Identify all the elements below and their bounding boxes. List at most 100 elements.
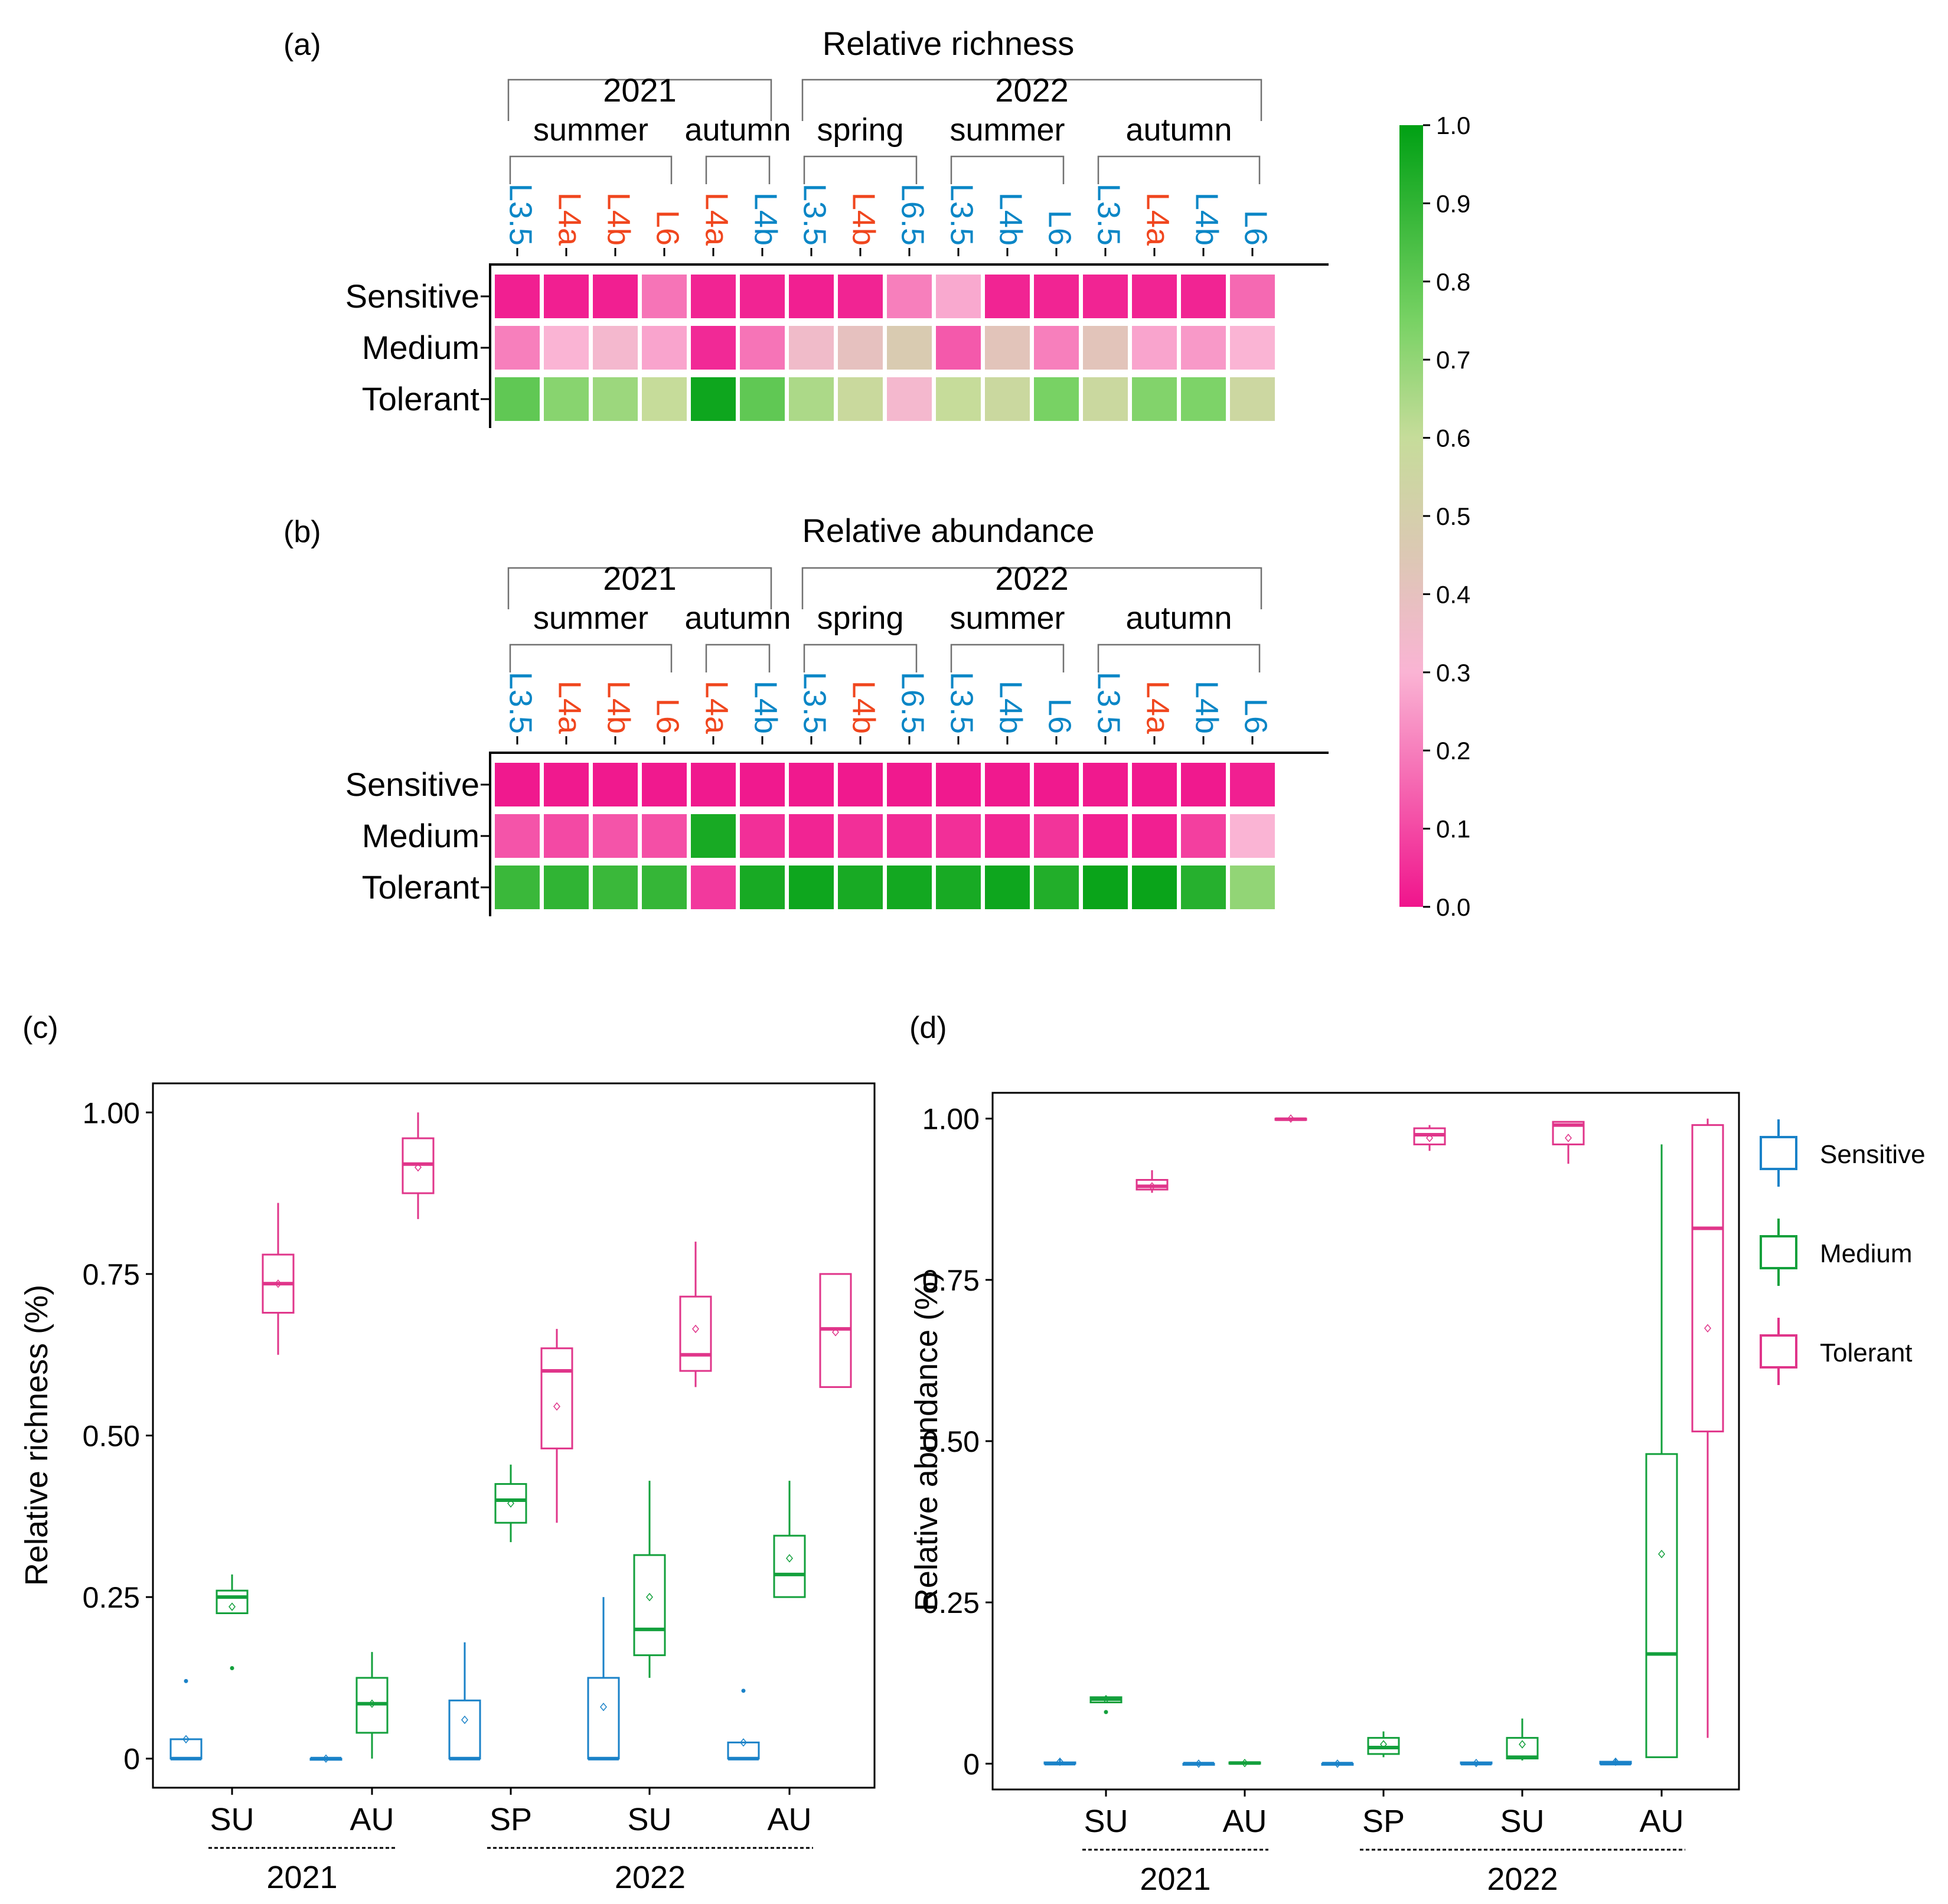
mean-marker: [1658, 1550, 1665, 1559]
column-label: L4b: [601, 681, 637, 734]
season-bracket: [950, 155, 1065, 184]
box: [216, 1589, 249, 1614]
column-label: L4a: [552, 192, 588, 246]
heatmap-cell: [1230, 377, 1275, 421]
panel-b-cells: [495, 763, 1275, 909]
heatmap-cell: [691, 326, 736, 370]
mean-marker: [786, 1554, 793, 1563]
legend-item-tolerant: Tolerant: [1760, 1318, 1913, 1385]
heatmap-cell: [789, 377, 834, 421]
season-bracket: [950, 644, 1065, 672]
heatmap-cell: [1132, 866, 1177, 909]
heatmap-cell: [838, 275, 883, 318]
column-label: L4b: [993, 192, 1029, 246]
column-label: L4a: [699, 681, 735, 734]
heatmap-cell: [985, 866, 1030, 909]
heatmap-cell: [838, 377, 883, 421]
heatmap-cell: [544, 763, 589, 806]
column-label: L4b: [601, 192, 637, 246]
mean-marker: [461, 1715, 468, 1725]
panel-a-label: (a): [283, 28, 321, 62]
heatmap-cell: [1083, 763, 1128, 806]
season-bracket: [1097, 644, 1261, 672]
panel-c-relative-richness-boxplot: (c) 0 0.25 0.50 0.75 1.00 SU AU SP SU AU 2021 2022…: [19, 1011, 876, 1895]
season-bracket: [803, 644, 918, 672]
panel-d-boxes: [1043, 1114, 1724, 1768]
column-label: L6: [1042, 698, 1078, 734]
outlier: [1104, 1710, 1108, 1714]
mean-marker: [415, 1163, 422, 1172]
heatmap-cell: [838, 866, 883, 909]
x-tick-label: AU: [1639, 1804, 1683, 1839]
x-tick-label: AU: [350, 1802, 394, 1837]
heatmap-cell: [691, 275, 736, 318]
colorbar-gradient: [1399, 125, 1423, 907]
mean-marker: [507, 1499, 514, 1508]
year-label: 2021: [603, 560, 677, 597]
row-label: Tolerant: [362, 868, 480, 906]
mean-marker: [692, 1324, 699, 1334]
season-bracket: [705, 155, 771, 184]
column-label: L6: [1238, 698, 1274, 734]
mean-marker: [740, 1738, 747, 1747]
column-label: L3.5: [1091, 184, 1127, 246]
mean-marker: [322, 1754, 329, 1763]
outlier: [741, 1689, 746, 1693]
year-bracket: [801, 79, 1262, 121]
column-label: L4b: [1189, 681, 1225, 734]
y-tick-label: 0.50: [83, 1420, 140, 1453]
heatmap-cell: [838, 763, 883, 806]
season-label: autumn: [1125, 600, 1232, 636]
box: [1691, 1124, 1724, 1433]
x-tick-label: SP: [1362, 1804, 1405, 1839]
y-tick-label: 1.00: [83, 1096, 140, 1129]
mean-marker: [368, 1699, 376, 1708]
column-label: L3.5: [944, 184, 980, 246]
heatmap-cell: [544, 326, 589, 370]
panel-b-title: Relative abundance: [802, 512, 1094, 549]
colorbar-tick-label: 0.7: [1436, 346, 1470, 374]
heatmap-cell: [1181, 814, 1226, 858]
column-label: L3.5: [503, 184, 539, 246]
heatmap-cell: [740, 763, 785, 806]
heatmap-cell: [691, 763, 736, 806]
mean-marker: [1426, 1134, 1433, 1142]
heatmap-cell: [1132, 814, 1177, 858]
heatmap-cell: [887, 326, 932, 370]
heatmap-cell: [1132, 326, 1177, 370]
heatmap-cell: [691, 377, 736, 421]
box: [1645, 1453, 1678, 1758]
column-label: L4b: [846, 681, 882, 734]
box: [587, 1677, 620, 1760]
season-bracket: [803, 155, 918, 184]
box: [633, 1554, 666, 1657]
heatmap-cell: [740, 814, 785, 858]
heatmap-cell: [789, 814, 834, 858]
heatmap-cell: [838, 326, 883, 370]
heatmap-cell: [936, 275, 981, 318]
legend: Sensitive Medium Tolerant: [1760, 1119, 1926, 1385]
season-label: summer: [949, 600, 1065, 636]
year-bracket: [507, 567, 772, 609]
heatmap-cell: [642, 814, 687, 858]
panel-b-label: (b): [283, 515, 321, 549]
box: [679, 1295, 712, 1372]
x-year-label: 2022: [615, 1860, 686, 1895]
mean-marker: [553, 1402, 560, 1411]
heatmap-cell: [985, 275, 1030, 318]
heatmap-cell: [593, 377, 638, 421]
season-label: spring: [817, 600, 903, 636]
column-label: L4b: [748, 681, 784, 734]
column-label: L4a: [1140, 681, 1176, 734]
heatmap-cell: [936, 377, 981, 421]
heatmap-cell: [495, 377, 540, 421]
heatmap-cell: [495, 866, 540, 909]
colorbar-tick-label: 0.9: [1436, 190, 1470, 217]
y-tick-label: 0: [123, 1743, 140, 1776]
panel-c-x-ticks: SU AU SP SU AU 2021 2022: [208, 1788, 813, 1895]
heatmap-cell: [691, 866, 736, 909]
mean-marker: [1519, 1740, 1526, 1749]
colorbar-tick-label: 0.3: [1436, 659, 1470, 687]
column-label: L3.5: [503, 672, 539, 734]
